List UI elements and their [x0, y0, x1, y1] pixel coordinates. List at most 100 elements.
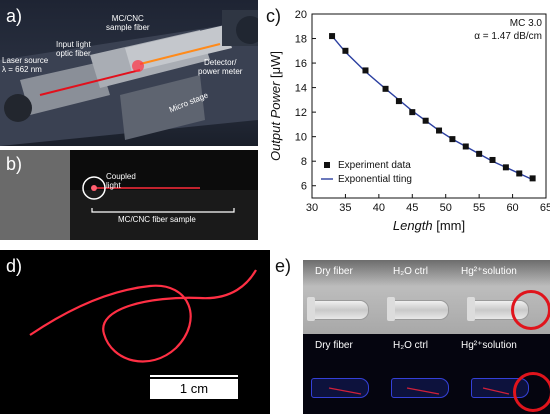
glowing-fiber: [29, 269, 257, 363]
panel-e-tubes-photo: e) Dry fiber H₂O ctrl Hg²⁺solution Dry f…: [275, 250, 550, 414]
data-point-experiment: [342, 47, 349, 54]
y-tick-label: 14: [295, 83, 307, 95]
column-label-water-top: H₂O ctrl: [393, 266, 428, 277]
data-point-experiment: [422, 117, 429, 124]
panel-a-setup-photo: a) Laser source λ = 662 nm Input light o…: [0, 0, 258, 146]
fiber-sample-bracket: [91, 208, 235, 213]
coupled-light-circle: [82, 176, 106, 200]
panel-b-coupled-light-photo: b) Coupled light MC/CNC fiber sample: [0, 150, 258, 240]
x-tick-label: 55: [473, 202, 485, 214]
y-tick-label: 18: [295, 34, 307, 46]
coupled-light-spot: [91, 185, 97, 191]
legend-marker-experiment: [324, 162, 330, 168]
micro-stage-block: [120, 75, 205, 140]
output-power-chart: 30 35 40 45 50 55 60 65 6 8 10 12 14 16 18 20 MC 3.0 α = …: [268, 9, 550, 233]
detector-label: Detector/ power meter: [198, 58, 242, 76]
tube-cap: [467, 297, 475, 321]
coupling-spot: [132, 60, 144, 72]
x-tick-label: 40: [373, 202, 385, 214]
detector-text-2: power meter: [198, 67, 243, 76]
y-tick-label: 8: [301, 156, 307, 168]
data-point-experiment: [409, 109, 416, 116]
sample-fiber-label: MC/CNC sample fiber: [106, 14, 150, 32]
fiber-sample-label: MC/CNC fiber sample: [118, 215, 196, 224]
x-tick-label: 45: [406, 202, 418, 214]
data-point-experiment: [529, 175, 536, 182]
panel-c-label: c): [266, 6, 281, 26]
column-label-dry-bottom: Dry fiber: [315, 340, 353, 351]
glowing-fiber-illustration: [29, 269, 257, 377]
coupled-light-illustration: [0, 150, 258, 240]
data-point-experiment: [436, 127, 443, 134]
coupled-text-2: light: [106, 181, 121, 190]
column-label-dry-top: Dry fiber: [315, 266, 353, 277]
input-fiber-text-2: optic fiber: [56, 49, 91, 58]
data-point-experiment: [362, 67, 369, 74]
x-tick-label: 30: [306, 202, 318, 214]
column-label-water-bottom: H₂O ctrl: [393, 340, 428, 351]
laser-source-body: [4, 94, 32, 122]
input-fiber-text-1: Input light: [56, 40, 91, 49]
panel-e-label: e): [275, 256, 292, 276]
coupled-light-label: Coupled light: [106, 172, 136, 190]
tubes-daylight-strip: Dry fiber H₂O ctrl Hg²⁺solution: [303, 260, 550, 336]
tube-cap: [307, 297, 315, 321]
y-tick-label: 10: [295, 132, 307, 144]
detector-text-1: Detector/: [204, 58, 237, 67]
coupled-text-1: Coupled: [106, 172, 136, 181]
y-axis-label: Output Power [μW]: [268, 51, 283, 161]
legend-label-experiment: Experiment data: [338, 160, 411, 171]
tubes-uv-strip: Dry fiber H₂O ctrl Hg²⁺solution: [303, 334, 550, 414]
data-point-experiment: [395, 98, 402, 105]
data-point-experiment: [489, 156, 496, 163]
sample-fiber-text-1: MC/CNC: [111, 14, 144, 23]
data-point-experiment: [516, 170, 523, 177]
data-point-experiment: [449, 136, 456, 143]
plot-frame: [311, 13, 547, 199]
x-axis-label: Length [mm]: [393, 218, 465, 233]
data-point-experiment: [502, 164, 509, 171]
detector-body: [236, 16, 258, 44]
panel-d-label: d): [6, 256, 23, 276]
chart-annotation-alpha: α = 1.47 dB/cm: [474, 31, 542, 42]
panel-d-fiber-photo: d) 1 cm: [0, 250, 270, 414]
input-fiber-label: Input light optic fiber: [56, 40, 91, 58]
y-tick-label: 6: [301, 181, 307, 193]
data-point-experiment: [462, 143, 469, 150]
x-tick-label: 65: [540, 202, 550, 214]
fiber-glow-dry: [328, 387, 362, 395]
data-point-experiment: [329, 33, 336, 40]
laser-source-text: Laser source: [2, 56, 49, 65]
sample-fiber-light: [139, 43, 221, 65]
tube-dry-fiber: [311, 300, 369, 320]
legend-label-fit: Exponential tting: [338, 174, 412, 185]
x-tick-label: 35: [339, 202, 351, 214]
panel-b-label: b): [6, 154, 23, 174]
mount-block: [0, 150, 70, 240]
panel-a-label: a): [6, 6, 23, 26]
x-tick-label: 50: [440, 202, 452, 214]
x-tick-label: 60: [506, 202, 518, 214]
laser-source-label: Laser source λ = 662 nm: [2, 56, 48, 74]
y-tick-label: 20: [295, 9, 307, 21]
y-tick-label: 16: [295, 58, 307, 70]
optical-setup-illustration: [0, 10, 258, 146]
series-line-exponential-fit: [331, 35, 533, 181]
fiber-glow-hg: [482, 387, 510, 395]
tube-water-ctrl: [391, 300, 449, 320]
stage-shadow: [70, 190, 258, 240]
scale-bar-label: 1 cm: [150, 379, 238, 399]
scale-bar-line: [150, 375, 238, 377]
column-label-hg-bottom: Hg²⁺solution: [461, 340, 517, 351]
tube-cap: [387, 297, 395, 321]
sample-fiber-text-2: sample fiber: [106, 23, 150, 32]
input-fiber-light: [39, 69, 141, 96]
highlight-circle: [511, 290, 550, 330]
highlight-circle-uv: [513, 372, 550, 412]
chart-annotation-sample: MC 3.0: [510, 18, 543, 29]
fiber-glow-water: [406, 387, 440, 395]
y-tick-label: 12: [295, 107, 307, 119]
column-label-hg-top: Hg²⁺solution: [461, 266, 517, 277]
panel-c-chart: c) 30 35 40 45 50 55 60 65 6 8 10 12 14 16 18 20 MC 3.0 α…: [262, 0, 550, 240]
data-point-experiment: [476, 150, 483, 157]
